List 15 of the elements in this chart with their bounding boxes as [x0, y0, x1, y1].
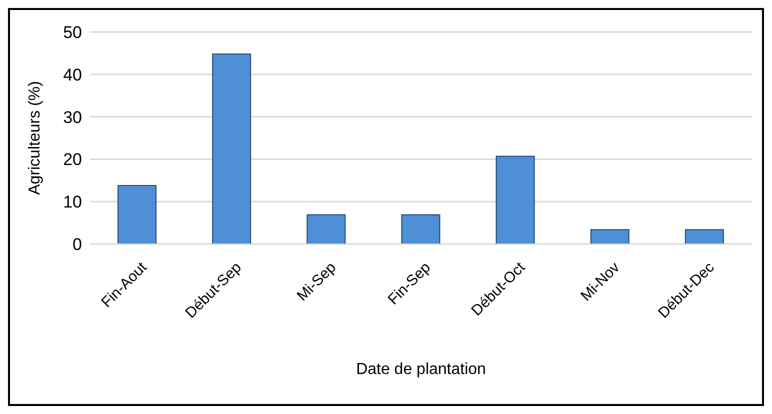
y-tick-label: 30 [63, 108, 82, 127]
bar [401, 214, 440, 244]
y-tick-label: 40 [63, 65, 82, 84]
bar [684, 229, 724, 244]
bar [306, 214, 346, 244]
bar [590, 229, 630, 244]
y-tick-label: 10 [63, 192, 82, 212]
y-axis-title: Agriculteurs (%) [26, 81, 44, 195]
x-axis-title: Date de plantation [356, 361, 486, 378]
y-tick-label: 20 [63, 150, 82, 170]
y-tick-label: 50 [63, 23, 82, 42]
bar [496, 156, 535, 244]
bar [118, 184, 156, 244]
y-tick-label: 0 [72, 235, 82, 254]
bar [212, 54, 252, 244]
